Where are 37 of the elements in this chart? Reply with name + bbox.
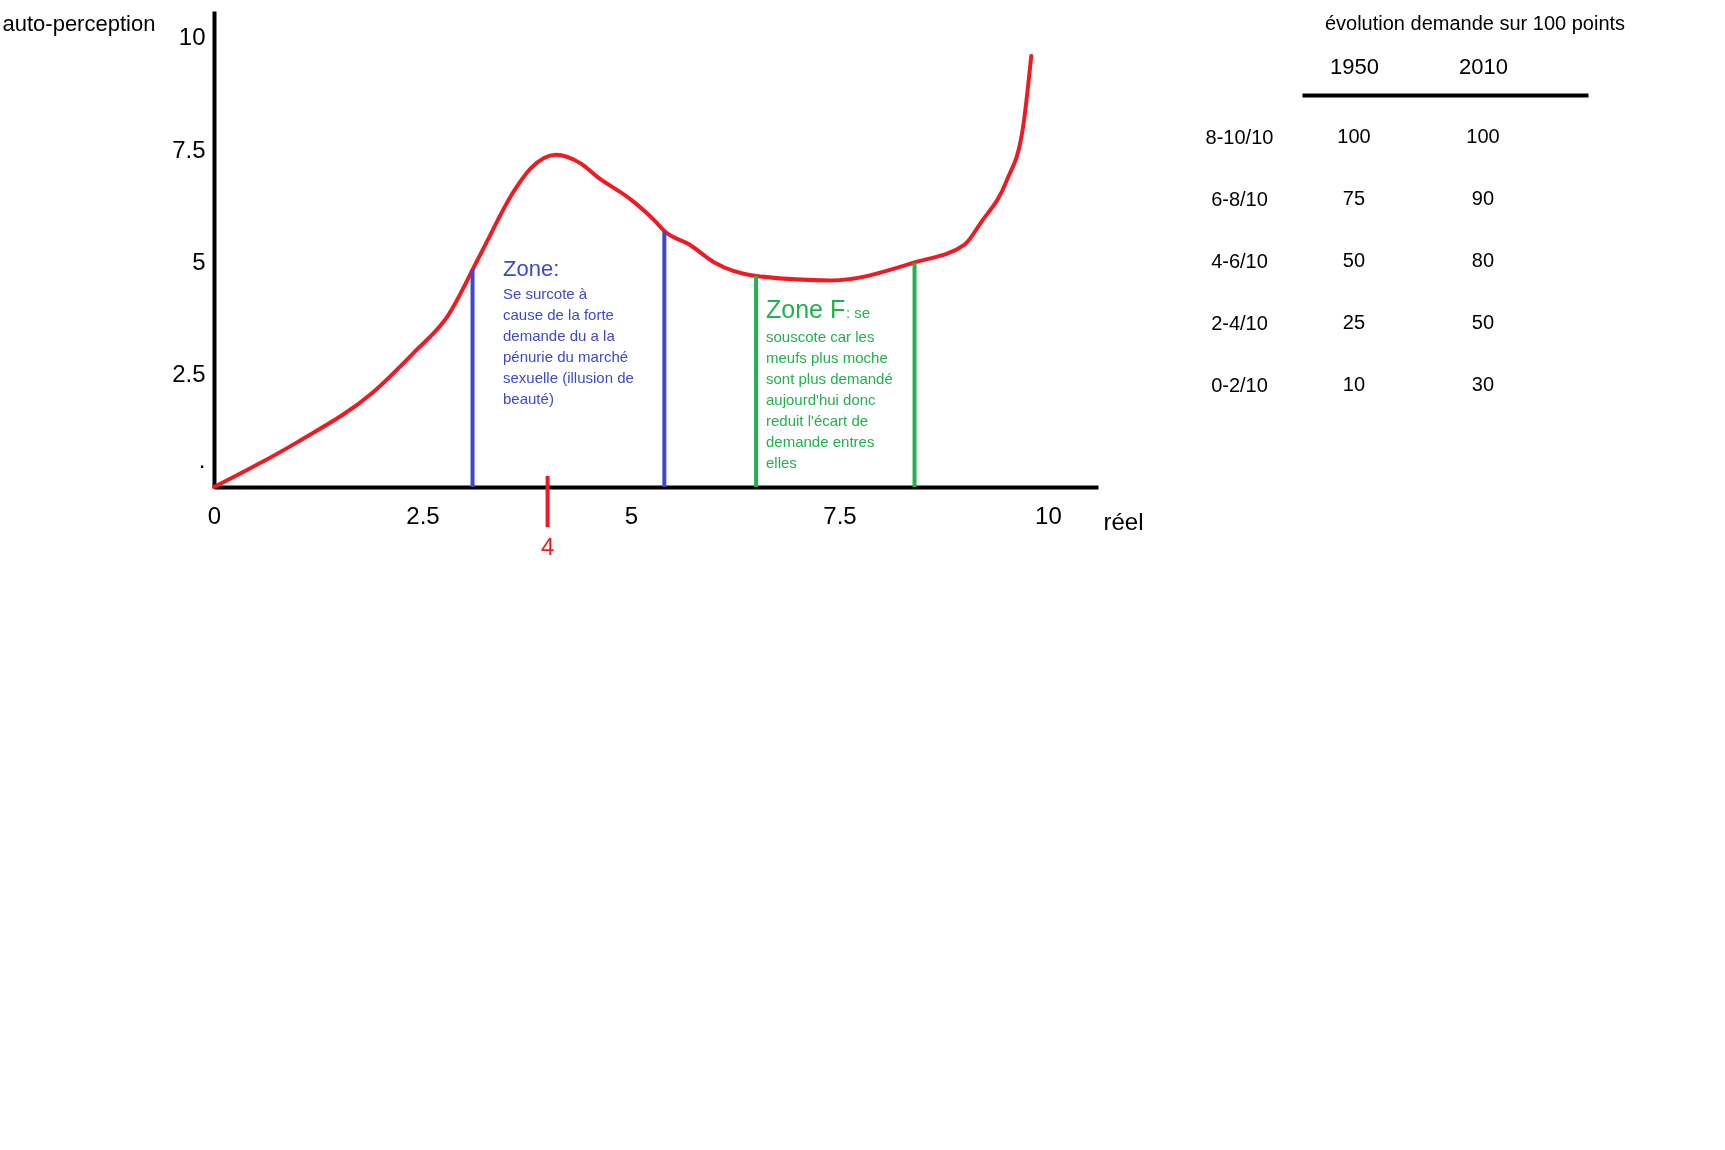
x-tick-label: 1950 [1329, 53, 1379, 79]
annotation: Zone: [503, 256, 560, 281]
data-label: 30 [1471, 373, 1495, 395]
ref-line-label: 4 [540, 533, 555, 560]
x-tick-label: 2.5 [406, 501, 440, 529]
y-tick-label: 7.5 [172, 135, 206, 163]
y-tick-label: 4-6/10 [1211, 249, 1268, 272]
annotation: Zone F [766, 295, 846, 323]
data-label: 75 [1342, 187, 1366, 209]
data-label: 50 [1342, 249, 1366, 271]
y-tick-label: 0-2/10 [1211, 373, 1268, 396]
x-tick-label: 5 [624, 501, 639, 529]
x-tick-label: 2010 [1458, 53, 1508, 79]
data-label: 80 [1471, 249, 1495, 271]
x-tick-label: 10 [1035, 501, 1062, 529]
data-label: 50 [1471, 311, 1495, 333]
x-tick-label: 0 [207, 501, 222, 529]
annotation: Se surcote à cause de la forte demande du a la pénurie du marché sexuelle (illusion de beauté) [503, 285, 634, 407]
y-axis-title: auto-perception [2, 10, 156, 36]
y-tick-label: 2.5 [172, 360, 206, 388]
x-tick-label: 7.5 [823, 501, 857, 529]
y-tick-label: 5 [192, 247, 206, 275]
annotation: : se [846, 304, 871, 321]
data-label: 25 [1342, 311, 1366, 333]
y-tick-label: 8-10/10 [1205, 125, 1274, 148]
y-tick-label: 2-4/10 [1211, 311, 1268, 334]
line-series [212, 53, 1034, 489]
data-label: 90 [1471, 187, 1495, 209]
y-tick-label: 10 [178, 23, 206, 51]
chart-title: évolution demande sur 100 points [1324, 12, 1626, 34]
y-tick-label: . [198, 445, 206, 473]
annotation: souscote car les meufs plus moche sont plus demandé aujourd'hui donc reduit l'écart de demande entres elles [766, 328, 893, 471]
data-label: 100 [1337, 125, 1371, 147]
data-label: 10 [1342, 373, 1366, 395]
data-label: 100 [1466, 125, 1500, 147]
x-axis-title: réel [1103, 507, 1144, 535]
y-tick-label: 6-8/10 [1211, 187, 1268, 210]
